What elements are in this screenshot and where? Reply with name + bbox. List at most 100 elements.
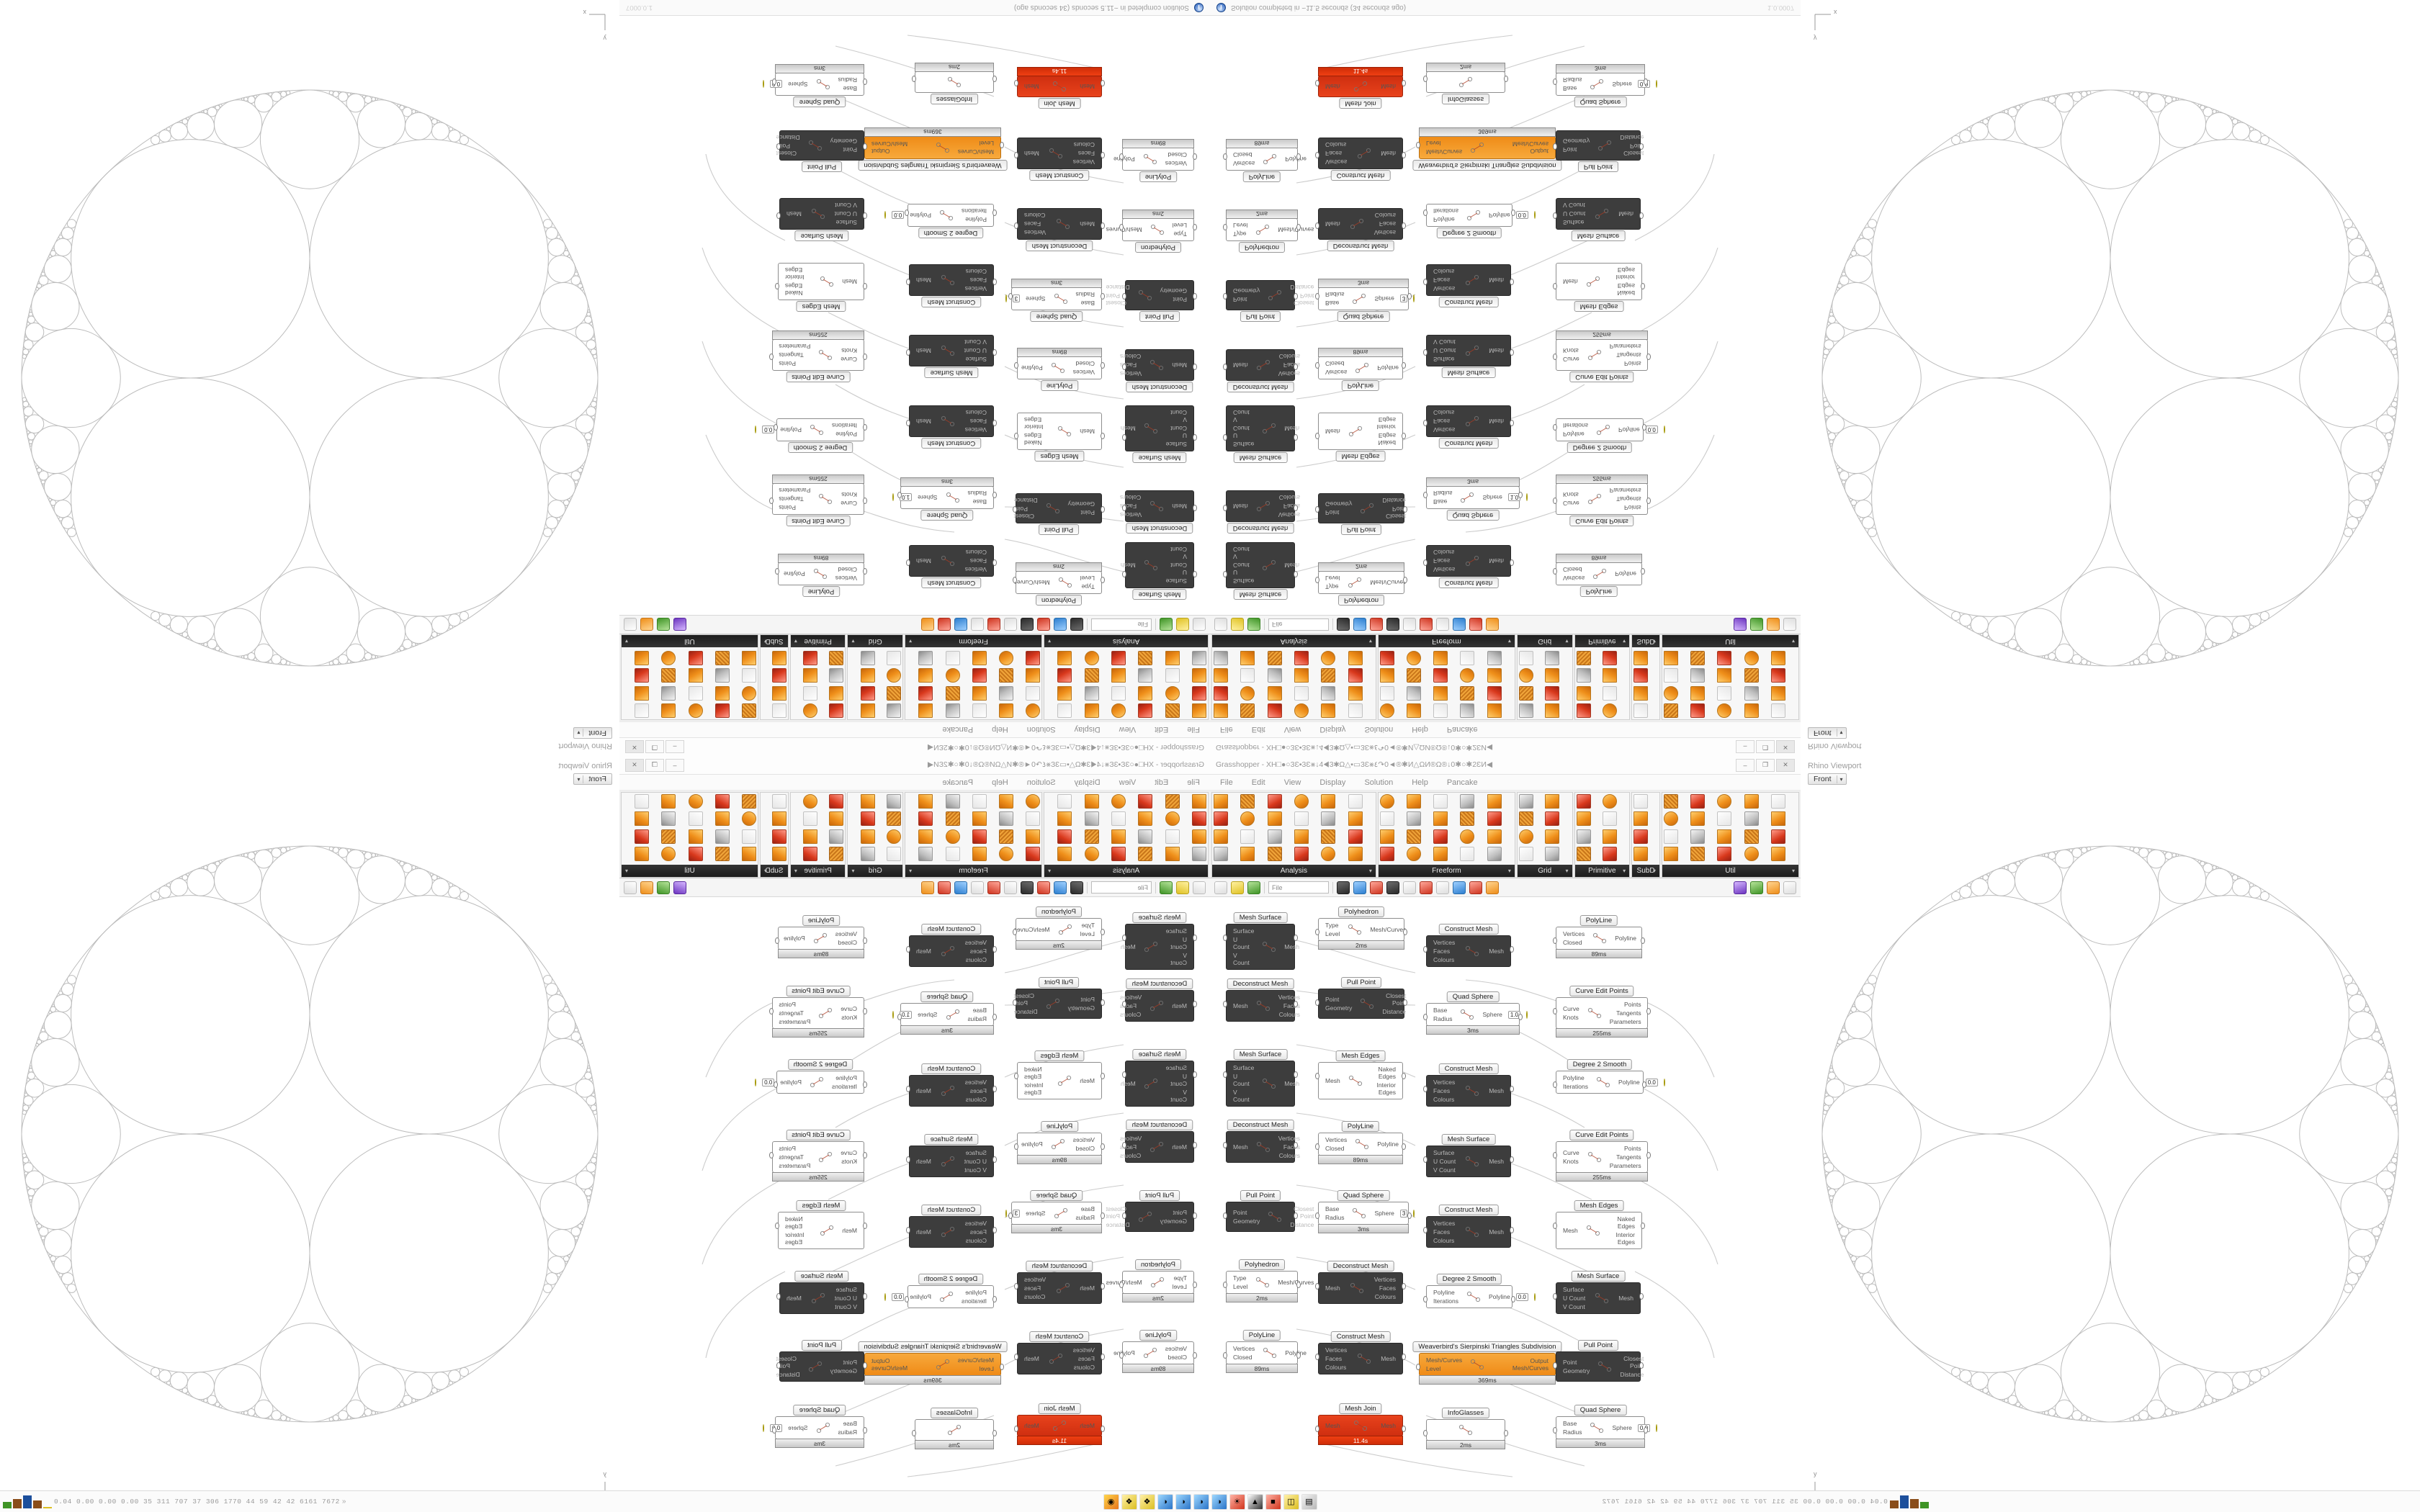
component-icon[interactable] xyxy=(918,651,933,666)
node-input-port[interactable] xyxy=(1553,498,1557,504)
node-inputs[interactable]: Point Geometry xyxy=(830,138,857,153)
node-inputs[interactable]: Mesh xyxy=(1233,1002,1248,1009)
new-icon[interactable] xyxy=(1193,618,1206,631)
gh-node[interactable]: Deconstruct Mesh Mesh Vertices Faces Colours xyxy=(1120,490,1197,536)
node-input-port[interactable] xyxy=(1193,1352,1197,1359)
gh-node[interactable]: Weaverbird's Sierpinski Triangles Subdiv… xyxy=(1412,127,1562,173)
node-input-param[interactable]: Vertices xyxy=(964,285,987,292)
taskbar-bottom[interactable]: 0.04 0.00 0.00 0.00 35 311 707 37 306 17… xyxy=(0,1490,2420,1512)
ribbon-icons[interactable] xyxy=(1662,793,1798,865)
ribbon-icons[interactable] xyxy=(622,647,758,719)
node-body[interactable]: Mesh Naked Edges Interior Edges xyxy=(778,1212,864,1249)
node-input-param[interactable]: V Count xyxy=(835,202,857,209)
ribbon-group-freeform[interactable]: Freeform xyxy=(1377,634,1515,720)
ribbon-group-grid[interactable]: Grid xyxy=(847,792,904,878)
node-input-param[interactable]: Surface xyxy=(1233,577,1255,585)
component-icon[interactable] xyxy=(714,685,730,701)
node-input-param[interactable]: Closed xyxy=(1325,1145,1345,1152)
menu-view[interactable]: View xyxy=(1119,725,1137,734)
menu-display[interactable]: Display xyxy=(1074,725,1101,734)
node-body[interactable]: Vertices Faces Colours Mesh xyxy=(909,545,994,577)
node-outputs[interactable]: Polyline xyxy=(1377,364,1399,372)
node-output-param[interactable]: Mesh xyxy=(916,948,931,955)
node-output-param[interactable]: Mesh/Curves xyxy=(1106,226,1142,233)
component-icon[interactable] xyxy=(688,811,703,827)
node-output-param[interactable]: Mesh xyxy=(1284,943,1300,950)
node-input-port[interactable] xyxy=(1553,78,1557,85)
node-output-param[interactable]: Parameters xyxy=(1609,487,1641,494)
node-output-param[interactable]: Vertices xyxy=(1278,994,1301,1001)
node-output-param[interactable]: Mesh xyxy=(916,1228,931,1236)
node-body[interactable]: Polyline Iterations Polyline 0.0 xyxy=(1426,204,1536,227)
node-input-port[interactable] xyxy=(1423,420,1428,426)
menu-help[interactable]: Help xyxy=(1412,778,1428,787)
gh-node[interactable]: PolyLine Vertices Closed Polyline 89ms xyxy=(1014,348,1105,393)
node-output-param[interactable]: Colours xyxy=(1374,212,1396,219)
node-output-param[interactable]: Polyline xyxy=(1615,570,1637,577)
component-icon[interactable] xyxy=(1545,685,1560,701)
node-input-port[interactable] xyxy=(992,492,997,498)
node-outputs[interactable]: Vertices Faces Colours xyxy=(1374,1276,1396,1300)
node-body[interactable]: Mesh Naked Edges Interior Edges xyxy=(1556,263,1642,300)
node-input-param[interactable]: Radius xyxy=(1563,1428,1582,1436)
component-icon[interactable] xyxy=(918,794,933,809)
new-icon[interactable] xyxy=(1214,618,1227,631)
component-icon[interactable] xyxy=(1138,794,1153,809)
node-input-param[interactable]: Closed xyxy=(838,939,857,946)
node-input-param[interactable]: Vertices xyxy=(1325,158,1348,166)
component-icon[interactable] xyxy=(1379,829,1394,844)
node-output-port[interactable] xyxy=(1518,492,1523,498)
component-icon[interactable] xyxy=(998,811,1013,827)
gh-node[interactable]: Curve Edit Points Curve Knots Points Tangent… xyxy=(1553,474,1651,528)
node-input-port[interactable] xyxy=(863,424,867,431)
node-body[interactable]: Point Geometry Closest Point Distance xyxy=(1226,280,1314,310)
component-icon[interactable] xyxy=(918,685,933,701)
node-input-port[interactable] xyxy=(992,420,997,426)
menu-file[interactable]: File xyxy=(1220,778,1233,787)
node-output-port[interactable] xyxy=(1122,505,1126,511)
node-input-param[interactable]: Surface xyxy=(1165,577,1187,585)
gh-node[interactable]: Deconstruct Mesh Mesh Vertices Faces Colours xyxy=(1014,1259,1105,1304)
node-output-param[interactable]: Mesh xyxy=(916,276,931,284)
node-output-param[interactable]: Interior Edges xyxy=(1615,266,1635,281)
component-icon[interactable] xyxy=(860,829,875,844)
node-inputs[interactable]: Base Radius xyxy=(968,490,987,505)
node-input-param[interactable]: Base xyxy=(972,498,987,505)
node-inputs[interactable]: Mesh xyxy=(1325,220,1340,228)
component-icon[interactable] xyxy=(1138,846,1153,861)
widget-icon[interactable] xyxy=(1767,881,1780,894)
node-output-param[interactable]: Parameters xyxy=(1609,1018,1641,1025)
grasshopper-icon-b4[interactable]: ◑ xyxy=(1211,1493,1227,1510)
component-icon[interactable] xyxy=(1294,811,1309,827)
node-input-port[interactable] xyxy=(1193,364,1197,370)
node-body[interactable]: Polyline Iterations Polyline 0.0 xyxy=(884,1285,994,1308)
node-input-param[interactable]: U Count xyxy=(964,347,987,354)
gh-node[interactable]: Curve Edit Points Curve Knots Points Tangent… xyxy=(769,984,867,1038)
node-input-port[interactable] xyxy=(863,568,867,575)
gh-node[interactable]: Mesh Join Mesh Mesh 11.4s xyxy=(1014,1401,1105,1445)
node-output-port[interactable] xyxy=(769,354,774,360)
gh-node[interactable]: Weaverbird's Sierpinski Triangles Subdiv… xyxy=(1412,1339,1562,1385)
node-output-port[interactable] xyxy=(1294,1142,1298,1148)
component-icon[interactable] xyxy=(714,811,730,827)
node-output-param[interactable]: Distance xyxy=(1013,497,1038,504)
node-body[interactable]: Mesh Mesh xyxy=(1017,76,1102,97)
gh-node[interactable]: Polyhedron Type Level Mesh/Curves 2ms xyxy=(1315,904,1407,950)
file-name-field[interactable]: File xyxy=(1091,881,1152,894)
ribbon-icons[interactable] xyxy=(1044,647,1208,719)
node-output-port[interactable] xyxy=(906,946,910,953)
component-icon[interactable] xyxy=(1026,703,1041,718)
node-input-port[interactable] xyxy=(992,1430,997,1436)
node-input-param[interactable]: Mesh xyxy=(1172,1143,1187,1151)
gh-node[interactable]: Degree 2 Smooth Polyline Iterations Polylin… xyxy=(755,1057,867,1094)
node-input-port[interactable] xyxy=(1101,1426,1105,1432)
component-icon[interactable] xyxy=(1717,811,1732,827)
paint-icon[interactable] xyxy=(1370,618,1383,631)
node-inputs[interactable]: Point Geometry xyxy=(830,1359,857,1374)
node-input-port[interactable] xyxy=(1315,362,1319,369)
node-input-param[interactable]: Vertices xyxy=(1433,1220,1456,1227)
component-icon[interactable] xyxy=(1138,811,1153,827)
component-icon[interactable] xyxy=(1379,794,1394,809)
node-inputs[interactable]: Polyline Iterations xyxy=(1563,422,1588,438)
node-input-port[interactable] xyxy=(863,212,867,219)
